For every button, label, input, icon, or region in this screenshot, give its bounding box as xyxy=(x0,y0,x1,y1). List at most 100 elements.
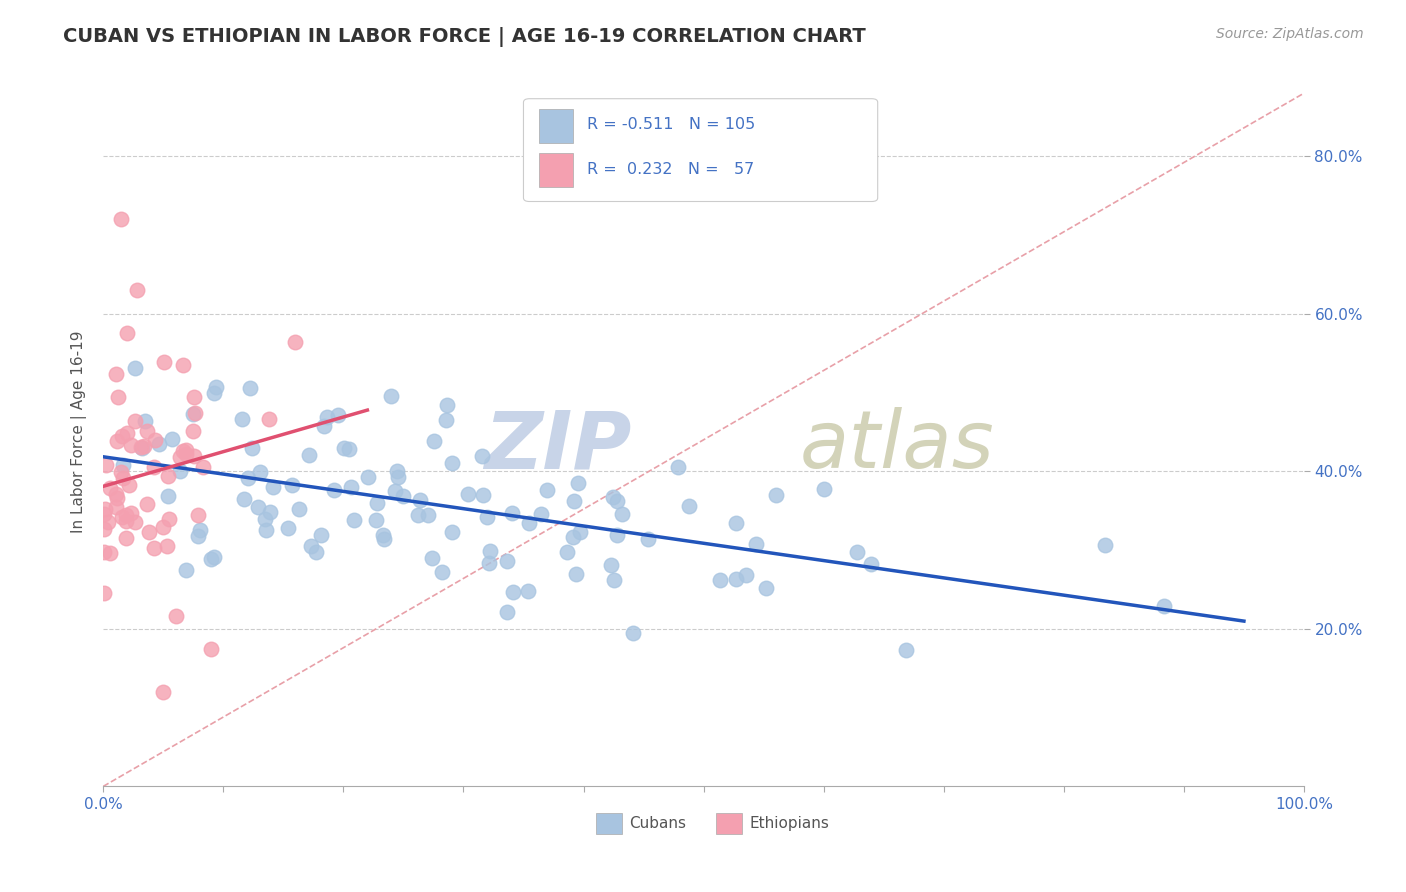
Point xyxy=(471,449,494,463)
Point xyxy=(339,480,361,494)
Point xyxy=(202,385,225,400)
Point xyxy=(112,458,135,473)
Point xyxy=(894,643,917,657)
Point xyxy=(93,507,115,521)
Point xyxy=(107,390,129,404)
Point xyxy=(131,441,153,455)
Point xyxy=(111,471,134,485)
Point xyxy=(621,625,644,640)
Point xyxy=(174,563,197,577)
Point xyxy=(125,283,148,297)
Point xyxy=(191,459,214,474)
Point xyxy=(813,482,835,496)
Point xyxy=(416,508,439,522)
Point xyxy=(384,484,406,499)
Point xyxy=(181,424,204,438)
Point xyxy=(136,424,159,438)
Point xyxy=(124,516,146,530)
Point xyxy=(357,470,380,484)
Point xyxy=(373,528,395,542)
Point xyxy=(124,360,146,375)
Point xyxy=(387,469,409,483)
Text: R = -0.511   N = 105: R = -0.511 N = 105 xyxy=(588,118,755,132)
Point xyxy=(249,465,271,479)
Point xyxy=(305,545,328,559)
Point xyxy=(440,525,463,540)
Point xyxy=(385,464,408,478)
Point xyxy=(105,500,128,514)
FancyBboxPatch shape xyxy=(538,110,572,144)
Point xyxy=(190,523,212,537)
Point xyxy=(637,532,659,546)
Point xyxy=(172,358,194,372)
Point xyxy=(202,549,225,564)
Point xyxy=(1153,599,1175,613)
Point xyxy=(94,458,117,472)
Point xyxy=(366,496,388,510)
Point xyxy=(366,513,388,527)
Point xyxy=(253,512,276,526)
Point xyxy=(105,487,128,501)
Point xyxy=(343,513,366,527)
Point xyxy=(299,539,322,553)
Point xyxy=(311,528,333,542)
Point xyxy=(94,502,117,516)
Point xyxy=(142,541,165,555)
Point xyxy=(599,558,621,572)
Point xyxy=(132,439,155,453)
Point xyxy=(323,483,346,498)
Point xyxy=(247,500,270,514)
Point xyxy=(536,483,558,497)
Point xyxy=(153,354,176,368)
Point xyxy=(105,434,128,448)
Point xyxy=(530,507,553,521)
Point xyxy=(257,411,280,425)
Point xyxy=(115,514,138,528)
Point xyxy=(496,605,519,619)
Text: Ethiopians: Ethiopians xyxy=(749,816,830,830)
Point xyxy=(148,437,170,451)
Point xyxy=(668,460,690,475)
Point xyxy=(495,554,517,568)
Point xyxy=(174,442,197,457)
Point xyxy=(240,442,263,456)
Point xyxy=(111,510,134,524)
Point xyxy=(765,488,787,502)
Point xyxy=(156,539,179,553)
Point xyxy=(239,381,262,395)
Point xyxy=(136,497,159,511)
Point xyxy=(232,491,254,506)
Point xyxy=(472,487,495,501)
Point xyxy=(115,326,138,340)
Point xyxy=(409,493,432,508)
Point xyxy=(392,489,415,503)
Point xyxy=(326,409,349,423)
Point xyxy=(236,471,259,485)
Point xyxy=(172,443,194,458)
Point xyxy=(478,557,501,571)
Point xyxy=(602,573,624,587)
Point xyxy=(745,537,768,551)
Point xyxy=(562,493,585,508)
Point xyxy=(735,567,758,582)
Point xyxy=(457,487,479,501)
Text: atlas: atlas xyxy=(800,407,994,485)
Text: Cubans: Cubans xyxy=(628,816,686,830)
Point xyxy=(157,512,180,526)
Point xyxy=(502,584,524,599)
Point xyxy=(441,456,464,470)
Text: Source: ZipAtlas.com: Source: ZipAtlas.com xyxy=(1216,27,1364,41)
Point xyxy=(152,520,174,534)
Point xyxy=(436,398,458,412)
Point xyxy=(200,552,222,566)
Point xyxy=(183,390,205,404)
Point xyxy=(709,573,731,587)
Point xyxy=(420,551,443,566)
Point xyxy=(162,432,184,446)
Point xyxy=(602,490,624,504)
Point xyxy=(846,544,869,558)
Point xyxy=(157,468,180,483)
Point xyxy=(110,212,132,227)
Point xyxy=(111,429,134,443)
Point xyxy=(152,685,174,699)
